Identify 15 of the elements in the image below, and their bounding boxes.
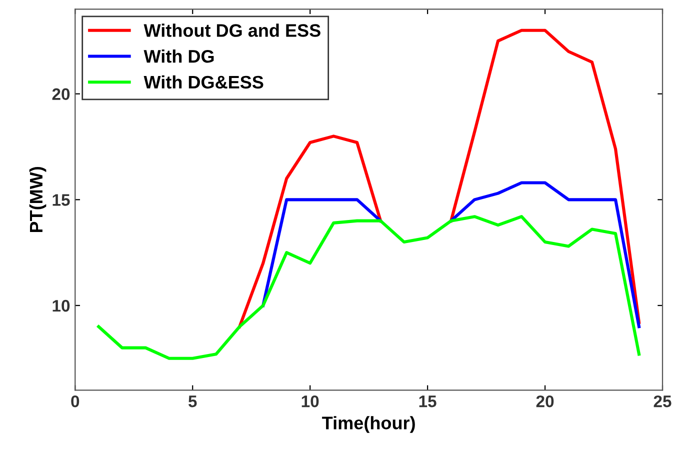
x-axis-title: Time(hour)	[322, 416, 415, 433]
y-axis-title: PT(MW)	[29, 166, 46, 232]
y-tick-label: 15	[52, 194, 70, 206]
x-tick-label: 5	[188, 396, 197, 408]
line-series	[97, 215, 641, 360]
x-tick-label: 25	[654, 395, 672, 408]
x-tick-label: 20	[536, 395, 554, 408]
legend-label: With DG&ESS	[144, 75, 264, 89]
x-tick-label: 0	[71, 395, 80, 408]
y-tick-label: 10	[52, 300, 70, 312]
legend-label: Without DG and ESS	[144, 24, 320, 37]
x-tick-label: 10	[302, 395, 319, 408]
x-tick-label: 15	[419, 396, 436, 408]
y-tick-label: 20	[52, 88, 70, 100]
legend-label: With DG	[144, 49, 214, 63]
